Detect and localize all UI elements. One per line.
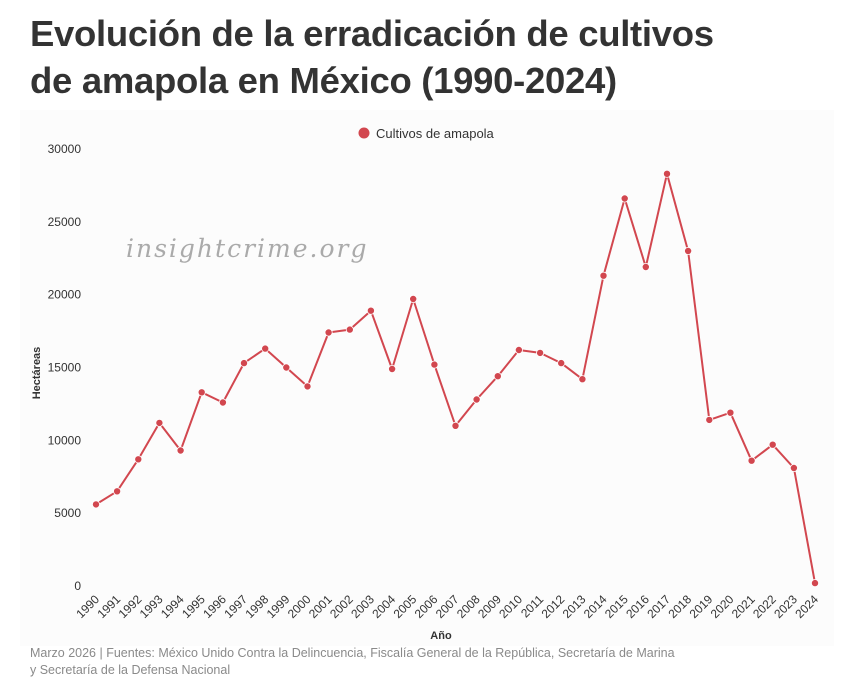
data-point-2024[interactable] bbox=[811, 579, 820, 588]
data-point-2002[interactable] bbox=[345, 325, 354, 334]
chart-title-line-1: Evolución de la erradicación de cultivos bbox=[30, 13, 714, 54]
data-point-2000[interactable] bbox=[303, 382, 312, 391]
data-point-2019[interactable] bbox=[705, 415, 714, 424]
legend-marker-icon bbox=[358, 127, 370, 139]
y-tick-label: 25000 bbox=[48, 215, 82, 229]
data-point-2016[interactable] bbox=[641, 262, 650, 271]
data-point-2015[interactable] bbox=[620, 194, 629, 203]
data-point-1994[interactable] bbox=[176, 446, 185, 455]
data-point-1991[interactable] bbox=[113, 487, 122, 496]
data-point-2017[interactable] bbox=[663, 169, 672, 178]
data-point-1997[interactable] bbox=[239, 359, 248, 368]
x-axis-title: Año bbox=[430, 630, 452, 642]
y-tick-label: 30000 bbox=[48, 142, 82, 156]
data-point-2022[interactable] bbox=[768, 440, 777, 449]
y-tick-label: 10000 bbox=[48, 433, 82, 447]
data-point-1990[interactable] bbox=[92, 500, 101, 509]
y-tick-label: 15000 bbox=[48, 361, 82, 375]
data-point-2008[interactable] bbox=[472, 395, 481, 404]
y-tick-label: 20000 bbox=[48, 288, 82, 302]
data-point-2011[interactable] bbox=[536, 348, 545, 357]
data-point-1995[interactable] bbox=[197, 388, 206, 397]
data-point-2007[interactable] bbox=[451, 421, 460, 430]
data-point-2006[interactable] bbox=[430, 360, 439, 369]
line-chart: Cultivos de amapola insightcrime.org 0 50… bbox=[20, 110, 834, 646]
data-point-1992[interactable] bbox=[134, 455, 143, 464]
y-tick-label: 5000 bbox=[54, 506, 81, 520]
data-point-2003[interactable] bbox=[366, 306, 375, 315]
data-point-2009[interactable] bbox=[493, 372, 502, 381]
y-axis-ticks: 0 5000 10000 15000 20000 25000 30000 bbox=[48, 142, 82, 593]
source-note-line-1: Marzo 2026 | Fuentes: México Unido Contr… bbox=[30, 646, 675, 660]
source-note: Marzo 2026 | Fuentes: México Unido Contr… bbox=[30, 645, 830, 679]
y-axis-title: Hectáreas bbox=[31, 347, 43, 400]
watermark: insightcrime.org bbox=[126, 234, 368, 263]
data-point-2018[interactable] bbox=[684, 246, 693, 255]
legend[interactable]: Cultivos de amapola bbox=[358, 126, 495, 141]
data-point-1998[interactable] bbox=[261, 344, 270, 353]
data-point-1999[interactable] bbox=[282, 363, 291, 372]
chart-title-line-2: de amapola en México (1990-2024) bbox=[30, 60, 617, 101]
data-point-2005[interactable] bbox=[409, 294, 418, 303]
source-note-line-2: y Secretaría de la Defensa Nacional bbox=[30, 663, 231, 677]
data-point-2010[interactable] bbox=[514, 345, 523, 354]
data-point-1993[interactable] bbox=[155, 418, 164, 427]
data-point-1996[interactable] bbox=[218, 398, 227, 407]
y-tick-label: 0 bbox=[74, 579, 81, 593]
data-point-2012[interactable] bbox=[557, 359, 566, 368]
chart-container: Cultivos de amapola insightcrime.org 0 50… bbox=[0, 110, 854, 646]
chart-title: Evolución de la erradicación de cultivos… bbox=[30, 10, 830, 104]
data-point-2023[interactable] bbox=[789, 463, 798, 472]
data-point-2001[interactable] bbox=[324, 328, 333, 337]
data-points bbox=[92, 169, 820, 588]
plot-background bbox=[20, 110, 834, 646]
data-point-2014[interactable] bbox=[599, 271, 608, 280]
legend-label: Cultivos de amapola bbox=[376, 126, 495, 141]
data-point-2013[interactable] bbox=[578, 375, 587, 384]
data-point-2004[interactable] bbox=[388, 364, 397, 373]
data-point-2020[interactable] bbox=[726, 408, 735, 417]
data-point-2021[interactable] bbox=[747, 456, 756, 465]
